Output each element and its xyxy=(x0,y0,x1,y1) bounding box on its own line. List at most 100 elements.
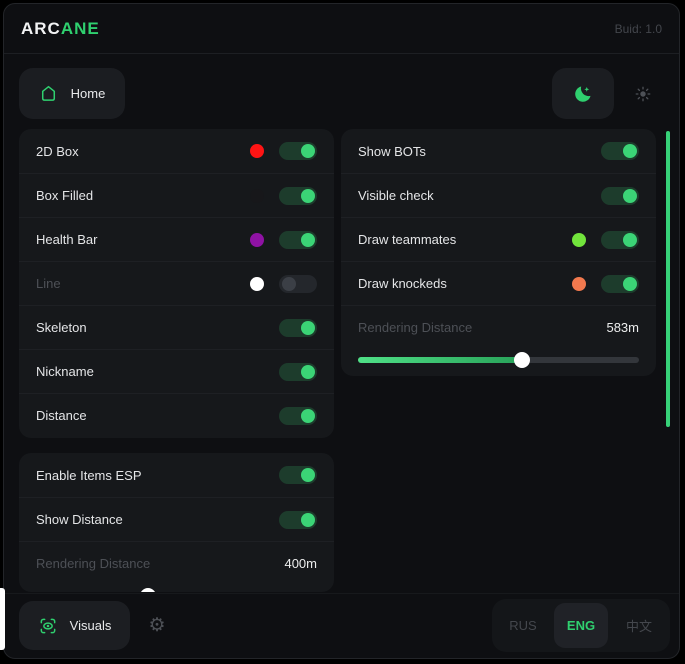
app-logo-accent: ANE xyxy=(60,18,100,38)
setting-label: Enable Items ESP xyxy=(36,467,142,483)
toggle-switch[interactable] xyxy=(279,318,317,337)
language-option-中文[interactable]: 中文 xyxy=(625,619,652,634)
language-option-rus[interactable]: RUS xyxy=(509,618,537,633)
setting-label: Skeleton xyxy=(36,320,87,335)
toggle-knob xyxy=(301,364,315,379)
row-controls xyxy=(250,230,317,249)
tab-home[interactable]: Home xyxy=(19,68,125,119)
toggle-switch[interactable] xyxy=(279,510,317,529)
toggle-knob xyxy=(623,144,637,158)
row-controls xyxy=(279,510,317,529)
toggle-switch[interactable] xyxy=(601,230,639,249)
setting-row: Enable Items ESP xyxy=(19,453,334,497)
toggle-switch[interactable] xyxy=(279,186,317,205)
setting-label: Rendering Distance xyxy=(36,556,151,571)
setting-label: Show BOTs xyxy=(358,143,426,159)
setting-row: Draw knockeds xyxy=(341,261,656,305)
row-controls xyxy=(250,186,317,205)
row-controls xyxy=(601,142,639,160)
toggle-knob xyxy=(301,512,315,527)
toggle-switch[interactable] xyxy=(279,142,317,160)
moon-icon xyxy=(573,84,593,104)
row-controls xyxy=(279,318,317,337)
color-swatch[interactable] xyxy=(250,276,264,291)
setting-row: Draw teammates xyxy=(341,217,656,261)
setting-value: 400m xyxy=(284,556,317,571)
color-swatch[interactable] xyxy=(250,188,264,203)
visuals-eye-icon xyxy=(38,616,58,636)
setting-label: Draw knockeds xyxy=(358,276,447,291)
toggle-knob xyxy=(301,144,315,158)
panel-bots: Show BOTs Visible check Draw teammates Draw… xyxy=(341,129,656,376)
app-logo: ARCANE xyxy=(21,19,100,39)
language-switcher: RUS ENG 中文 xyxy=(492,599,670,652)
color-swatch[interactable] xyxy=(250,232,264,247)
setting-label: Draw teammates xyxy=(358,232,457,247)
dark-theme-button[interactable] xyxy=(552,68,614,119)
setting-row: Rendering Distance 400m xyxy=(19,541,334,585)
toggle-switch[interactable] xyxy=(601,274,639,293)
setting-label: Distance xyxy=(36,408,87,423)
tab-visuals[interactable]: Visuals xyxy=(19,601,130,650)
row-controls: 400m xyxy=(284,556,317,571)
home-icon xyxy=(39,84,58,103)
home-tab-label: Home xyxy=(70,86,106,101)
setting-row: Visible check xyxy=(341,173,656,217)
setting-label: 2D Box xyxy=(36,143,79,159)
row-controls xyxy=(279,466,317,484)
setting-row: Line xyxy=(19,261,334,305)
row-controls xyxy=(572,274,639,293)
setting-row: Box Filled xyxy=(19,173,334,217)
gear-icon: ⚙ xyxy=(148,615,166,636)
color-swatch[interactable] xyxy=(572,232,586,247)
row-controls xyxy=(250,274,317,293)
color-swatch[interactable] xyxy=(572,276,586,291)
toggle-knob xyxy=(301,408,315,423)
setting-value: 583m xyxy=(606,320,639,335)
toggle-switch[interactable] xyxy=(279,274,317,293)
sun-icon xyxy=(634,85,652,103)
slider-thumb[interactable] xyxy=(513,352,530,368)
toggle-switch[interactable] xyxy=(279,406,317,425)
setting-label: Health Bar xyxy=(36,232,98,247)
setting-label: Show Distance xyxy=(36,512,123,527)
slider-thumb[interactable] xyxy=(140,588,157,592)
toggle-switch[interactable] xyxy=(601,142,639,160)
setting-label: Box Filled xyxy=(36,188,94,203)
toggle-knob xyxy=(301,232,315,247)
toggle-knob xyxy=(301,468,315,482)
toggle-knob xyxy=(301,188,315,203)
toggle-knob xyxy=(282,276,296,291)
left-edge-scrollbar[interactable] xyxy=(0,588,5,650)
light-theme-button[interactable] xyxy=(614,68,672,119)
app-window: ARCANE Buid: 1.0 Home 2D Box Box Filled He… xyxy=(3,3,680,659)
setting-row: Health Bar xyxy=(19,217,334,261)
toggle-knob xyxy=(623,232,637,247)
language-option-eng[interactable]: ENG xyxy=(554,603,608,648)
setting-row: Skeleton xyxy=(19,305,334,349)
toggle-switch[interactable] xyxy=(279,362,317,381)
panel-items-esp: Enable Items ESP Show Distance Rendering D… xyxy=(19,453,334,592)
footer-divider xyxy=(4,593,679,594)
slider-row xyxy=(341,349,656,376)
toggle-switch[interactable] xyxy=(601,186,639,205)
app-logo-primary: ARC xyxy=(21,18,61,38)
slider-row xyxy=(19,585,334,592)
setting-label: Visible check xyxy=(358,188,434,203)
panel-player-esp: 2D Box Box Filled Health Bar Line Skeleton Ni… xyxy=(19,129,334,438)
slider[interactable] xyxy=(358,352,639,368)
toggle-knob xyxy=(623,276,637,291)
toggle-switch[interactable] xyxy=(279,230,317,249)
title-bar: ARCANE Buid: 1.0 xyxy=(4,4,679,54)
color-swatch[interactable] xyxy=(250,144,264,158)
vertical-scrollbar[interactable] xyxy=(666,131,670,427)
visuals-tab-label: Visuals xyxy=(69,618,112,633)
settings-button[interactable]: ⚙ xyxy=(134,601,180,650)
slider-fill xyxy=(358,357,522,363)
setting-row: Show Distance xyxy=(19,497,334,541)
row-controls xyxy=(250,142,317,160)
setting-row: Distance xyxy=(19,393,334,437)
row-controls xyxy=(279,406,317,425)
toggle-switch[interactable] xyxy=(279,466,317,484)
row-controls xyxy=(601,186,639,205)
